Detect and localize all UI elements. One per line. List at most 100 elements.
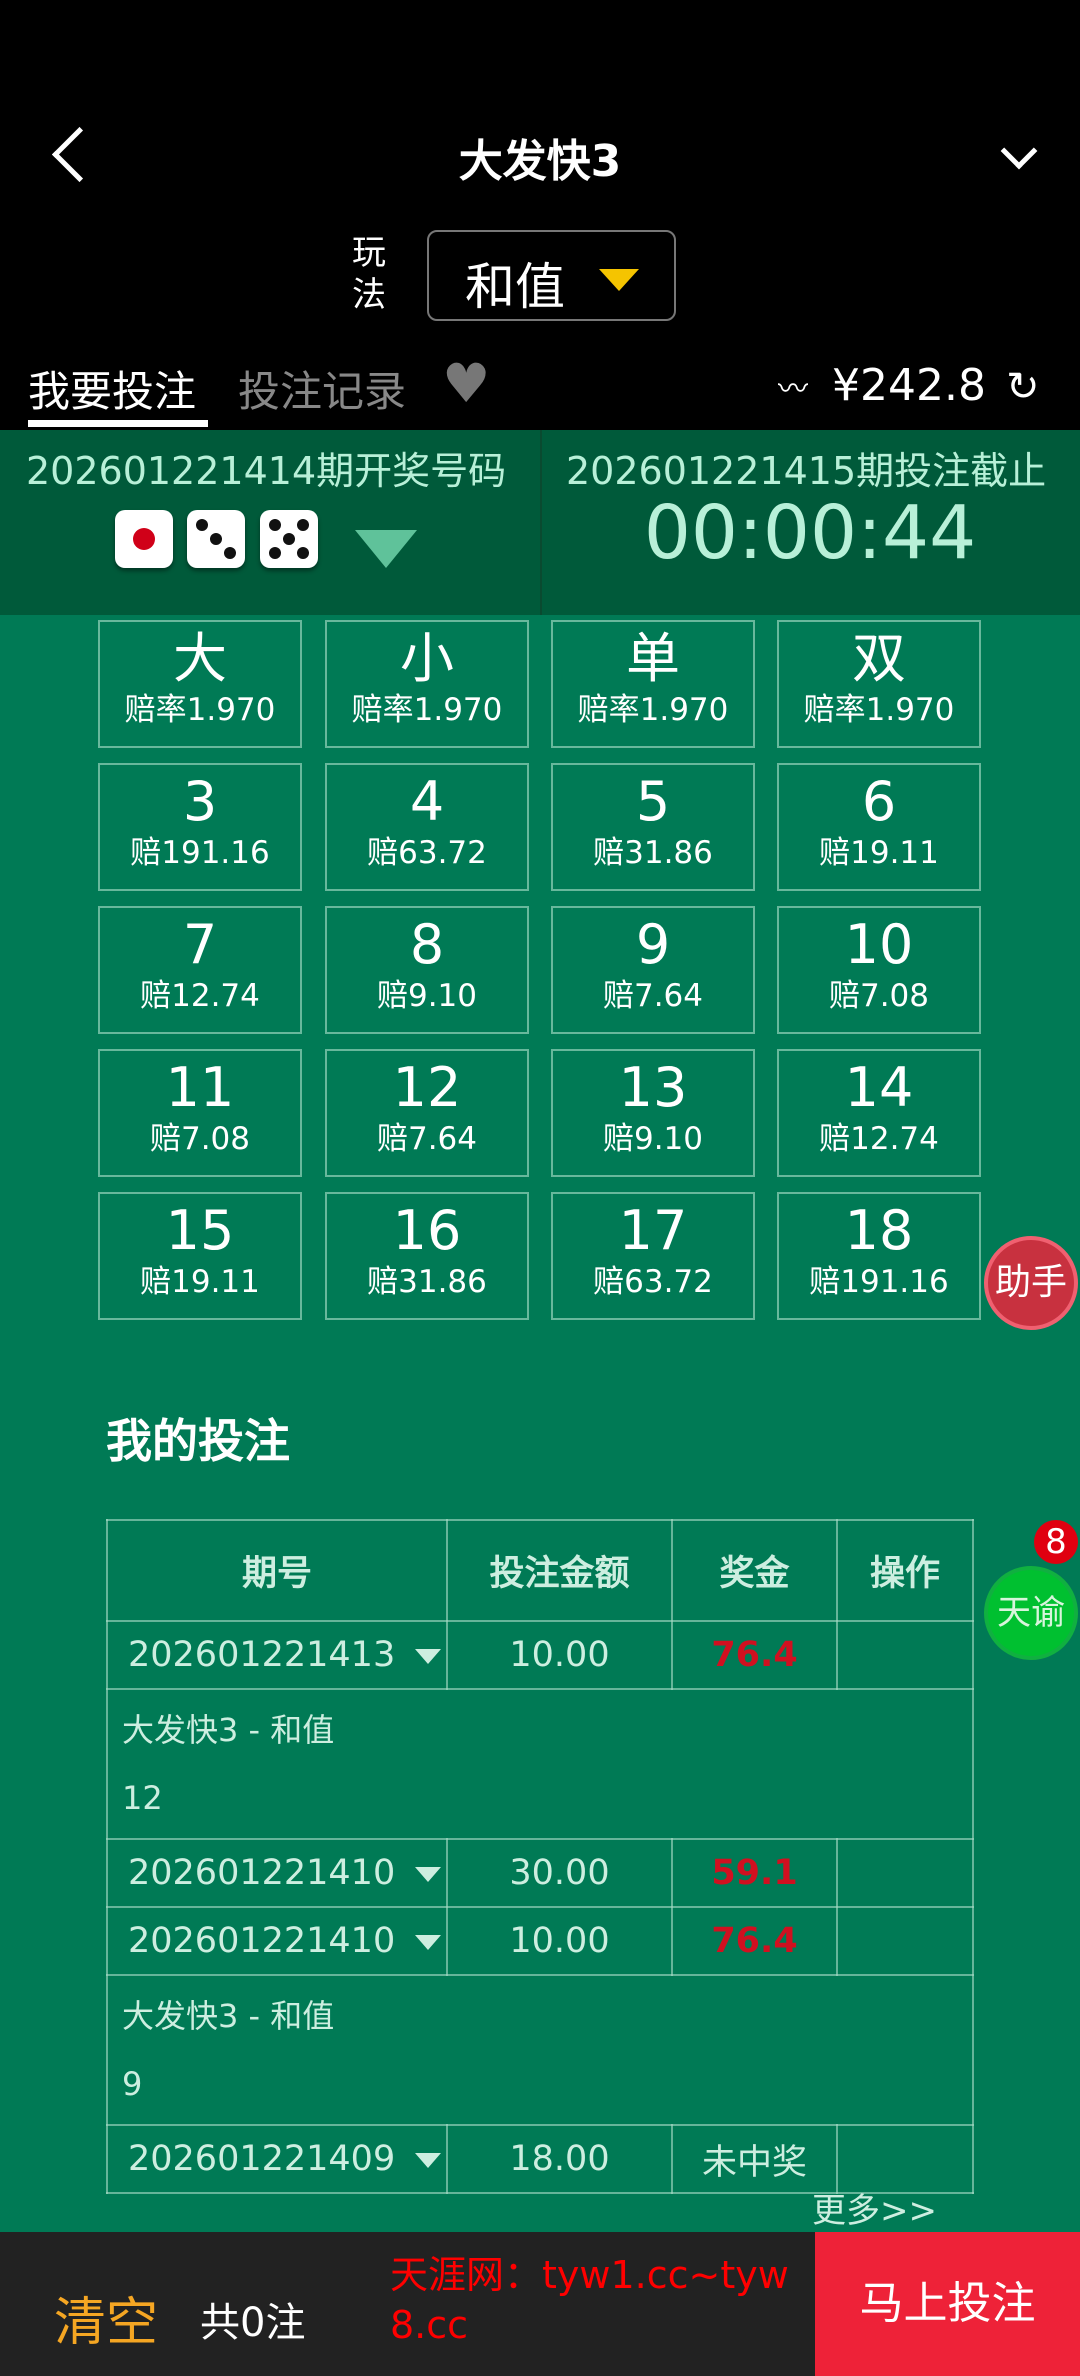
period-cell[interactable]: 202601221413 (106, 1620, 448, 1690)
action (836, 1906, 974, 1976)
play-value: 和值 (465, 258, 565, 316)
bet-odds: 赔31.86 (593, 835, 713, 871)
heart-icon[interactable]: ♥ (442, 352, 491, 415)
bet-odds: 赔31.86 (367, 1264, 487, 1300)
bet-odds: 赔7.08 (828, 978, 930, 1014)
tab-place-bet[interactable]: 我要投注 (28, 367, 197, 416)
expand-history-icon[interactable] (355, 530, 417, 568)
balance: ¥242.8 (832, 360, 986, 411)
table-row[interactable]: 202601221410 30.00 59.1 (106, 1838, 974, 1908)
bet-name: 15 (165, 1199, 235, 1262)
prize: 未中奖 (671, 2124, 838, 2194)
amount: 10.00 (446, 1906, 673, 1976)
bet-count: 共0注 (200, 2300, 306, 2346)
bet-option[interactable]: 8 赔9.10 (325, 906, 529, 1034)
countdown: 00:00:44 (643, 490, 977, 576)
col-amount: 投注金额 (446, 1519, 673, 1622)
bet-option[interactable]: 13 赔9.10 (551, 1049, 755, 1177)
detail-number: 9 (122, 2065, 143, 2103)
tab-bet-records[interactable]: 投注记录 (238, 367, 407, 416)
bet-name: 9 (635, 913, 671, 976)
more-link[interactable]: 更多>> (812, 2191, 937, 2231)
bet-option[interactable]: 双赔率1.970 (777, 620, 981, 748)
my-bets-table: 期号 投注金额 奖金 操作 202601221413 10.00 76.4 大发… (106, 1519, 974, 2194)
table-header: 期号 投注金额 奖金 操作 (106, 1519, 974, 1622)
detail-game: 大发快3 - 和值 (122, 1711, 335, 1749)
bet-option[interactable]: 12 赔7.64 (325, 1049, 529, 1177)
top-bar (0, 0, 1080, 430)
period-cell[interactable]: 202601221409 (106, 2124, 448, 2194)
bet-option[interactable]: 大赔率1.970 (98, 620, 302, 748)
clear-button[interactable]: 清空 (54, 2293, 159, 2353)
period-cell[interactable]: 202601221410 (106, 1906, 448, 1976)
bet-odds: 赔率1.970 (577, 692, 729, 728)
period: 202601221413 (128, 1635, 396, 1675)
die-1-icon (115, 510, 173, 568)
bet-option[interactable]: 6 赔19.11 (777, 763, 981, 891)
bet-option[interactable]: 10 赔7.08 (777, 906, 981, 1034)
period: 202601221409 (128, 2139, 396, 2179)
bet-odds: 赔7.64 (376, 1121, 478, 1157)
caret-down-icon[interactable] (415, 1648, 442, 1664)
divider (540, 430, 542, 615)
refresh-icon[interactable]: ↻ (1006, 364, 1040, 410)
action (836, 2124, 974, 2194)
col-action: 操作 (836, 1519, 974, 1622)
bet-option[interactable]: 18 赔191.16 (777, 1192, 981, 1320)
bet-odds: 赔9.10 (602, 1121, 704, 1157)
die-5-icon (260, 510, 318, 568)
play-label: 玩法 (352, 233, 386, 315)
detail-row: 大发快3 - 和值 12 (106, 1688, 974, 1840)
caret-down-icon (599, 269, 639, 291)
bet-odds: 赔9.10 (376, 978, 478, 1014)
period: 202601221410 (128, 1853, 396, 1893)
bet-option[interactable]: 11 赔7.08 (98, 1049, 302, 1177)
bet-option[interactable]: 15 赔19.11 (98, 1192, 302, 1320)
bet-option[interactable]: 4 赔63.72 (325, 763, 529, 891)
submit-bet-button[interactable]: 马上投注 (815, 2232, 1080, 2376)
bet-name: 14 (844, 1056, 914, 1119)
caret-down-icon[interactable] (415, 1934, 442, 1950)
tab-indicator (28, 420, 208, 427)
bet-name: 3 (182, 770, 218, 833)
helper-button[interactable]: 助手 (984, 1236, 1078, 1330)
bet-odds: 赔19.11 (140, 1264, 260, 1300)
table-row[interactable]: 202601221410 10.00 76.4 (106, 1906, 974, 1976)
bet-odds: 赔率1.970 (803, 692, 955, 728)
bet-option[interactable]: 3 赔191.16 (98, 763, 302, 891)
bet-odds: 赔63.72 (367, 835, 487, 871)
bet-option[interactable]: 小赔率1.970 (325, 620, 529, 748)
bet-odds: 赔12.74 (819, 1121, 939, 1157)
prize: 76.4 (671, 1906, 838, 1976)
detail-row: 大发快3 - 和值 9 (106, 1974, 974, 2126)
bet-odds: 赔7.08 (149, 1121, 251, 1157)
tianyu-button[interactable]: 天谕 (984, 1566, 1078, 1660)
bet-option[interactable]: 单赔率1.970 (551, 620, 755, 748)
amount: 30.00 (446, 1838, 673, 1908)
bet-odds: 赔12.74 (140, 978, 260, 1014)
caret-down-icon[interactable] (415, 1866, 442, 1882)
period-cell[interactable]: 202601221410 (106, 1838, 448, 1908)
bet-name: 小 (400, 627, 454, 690)
caret-down-icon[interactable] (415, 2152, 442, 2168)
bet-option[interactable]: 7 赔12.74 (98, 906, 302, 1034)
bet-name: 16 (392, 1199, 462, 1262)
prize: 76.4 (671, 1620, 838, 1690)
bet-odds: 赔率1.970 (351, 692, 503, 728)
bet-option[interactable]: 17 赔63.72 (551, 1192, 755, 1320)
bet-option[interactable]: 9 赔7.64 (551, 906, 755, 1034)
period: 202601221410 (128, 1921, 396, 1961)
play-dropdown[interactable]: 和值 (427, 230, 676, 321)
bet-name: 12 (392, 1056, 462, 1119)
bet-odds: 赔7.64 (602, 978, 704, 1014)
bet-option[interactable]: 14 赔12.74 (777, 1049, 981, 1177)
eye-closed-icon[interactable]: 〰 (778, 372, 808, 407)
bet-odds: 赔191.16 (809, 1264, 949, 1300)
amount: 10.00 (446, 1620, 673, 1690)
detail-game: 大发快3 - 和值 (122, 1997, 335, 2035)
table-row[interactable]: 202601221409 18.00 未中奖 (106, 2124, 974, 2194)
table-row[interactable]: 202601221413 10.00 76.4 (106, 1620, 974, 1690)
bet-option[interactable]: 5 赔31.86 (551, 763, 755, 891)
col-prize: 奖金 (671, 1519, 838, 1622)
bet-option[interactable]: 16 赔31.86 (325, 1192, 529, 1320)
